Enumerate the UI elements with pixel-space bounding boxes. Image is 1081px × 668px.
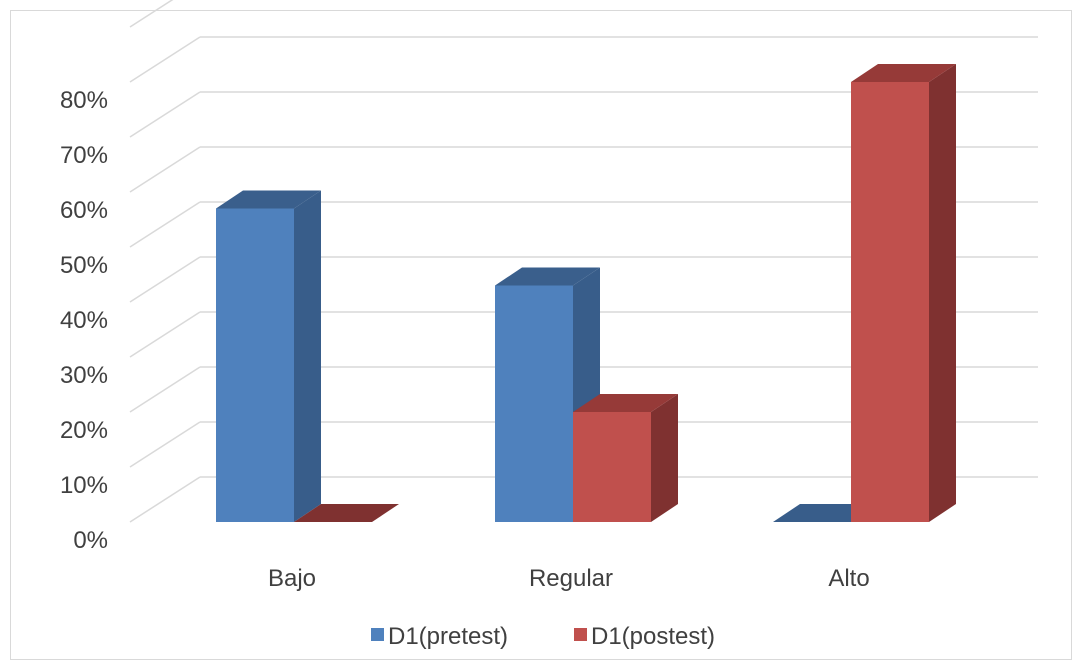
bar-side xyxy=(294,190,321,522)
gridline-side xyxy=(129,476,201,523)
bar-regular-postest xyxy=(573,394,678,522)
bar-top xyxy=(573,394,678,412)
bars xyxy=(216,64,956,522)
y-tick-label: 80% xyxy=(60,87,108,114)
legend-swatch xyxy=(371,628,384,641)
x-axis-tick-labels: Bajo Regular Alto xyxy=(268,565,870,592)
y-tick-label: 30% xyxy=(60,362,108,389)
bar-front xyxy=(573,412,651,522)
legend: D1(pretest) D1(postest) xyxy=(371,623,715,650)
bar-front xyxy=(495,285,573,522)
y-axis-tick-labels: 0% 10% 20% 30% 40% 50% 60% 70% 80% xyxy=(60,87,108,554)
x-tick-label: Regular xyxy=(529,565,613,592)
bar-front xyxy=(216,208,294,522)
y-tick-label: 40% xyxy=(60,307,108,334)
gridline-side xyxy=(129,311,201,358)
legend-label: D1(postest) xyxy=(591,623,715,650)
gridline-side xyxy=(129,36,201,83)
gridline-side xyxy=(129,201,201,248)
bar-top xyxy=(851,64,956,82)
y-tick-label: 50% xyxy=(60,252,108,279)
gridline-side xyxy=(129,256,201,303)
gridline-side xyxy=(129,366,201,413)
y-tick-label: 0% xyxy=(73,527,108,554)
bar-top xyxy=(216,190,321,209)
bar-top xyxy=(294,504,399,522)
bar-side xyxy=(929,64,956,522)
bar-front xyxy=(851,82,929,522)
y-tick-label: 70% xyxy=(60,142,108,169)
y-tick-label: 20% xyxy=(60,417,108,444)
gridline-side xyxy=(129,146,201,193)
y-tick-label: 10% xyxy=(60,472,108,499)
x-tick-label: Alto xyxy=(828,565,869,592)
bar-top xyxy=(495,267,600,286)
y-tick-label: 60% xyxy=(60,197,108,224)
bar-bajo-postest xyxy=(294,504,399,522)
gridline-side xyxy=(129,0,174,28)
x-tick-label: Bajo xyxy=(268,565,316,592)
legend-label: D1(pretest) xyxy=(388,623,508,650)
bar-alto-postest xyxy=(851,64,956,522)
bar-bajo-pretest xyxy=(216,190,321,522)
bar-side xyxy=(651,394,678,522)
legend-swatch xyxy=(574,628,587,641)
gridline-side xyxy=(129,421,201,468)
gridline-side xyxy=(129,91,201,138)
